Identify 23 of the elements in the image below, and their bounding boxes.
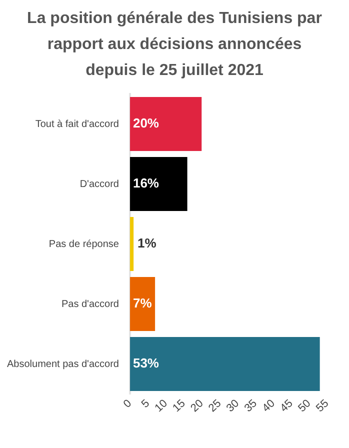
y-tick-label: Absolument pas d'accord — [6, 358, 119, 370]
chart-title: La position générale des Tunisiens par rapport aux décisions annoncées depuis le 25 juillet 2021 — [26, 9, 323, 81]
y-tick-label: D'accord — [80, 178, 119, 190]
y-tick-label: Pas de réponse — [48, 238, 120, 250]
x-tick-label: 5 — [139, 397, 152, 410]
data-label: 16% — [132, 176, 160, 191]
x-tick-label: 35 — [242, 397, 260, 415]
x-tick-label: 0 — [121, 397, 134, 410]
x-tick-label: 55 — [314, 397, 332, 415]
x-tick-label: 10 — [152, 397, 170, 415]
data-label: 1% — [138, 236, 157, 251]
x-tick-label: 30 — [224, 397, 242, 415]
data-label: 53% — [132, 356, 160, 371]
y-tick-label: Tout à fait d'accord — [35, 118, 119, 130]
data-label: 7% — [132, 296, 152, 311]
x-tick-label: 50 — [296, 397, 314, 415]
x-tick-label: 25 — [206, 397, 224, 415]
x-tick-label: 20 — [188, 397, 206, 415]
x-tick-label: 40 — [260, 397, 278, 415]
x-tick-label: 15 — [170, 397, 188, 415]
x-tick-label: 45 — [278, 397, 296, 415]
data-label: 20% — [132, 116, 160, 131]
y-tick-label: Pas d'accord — [61, 298, 119, 310]
